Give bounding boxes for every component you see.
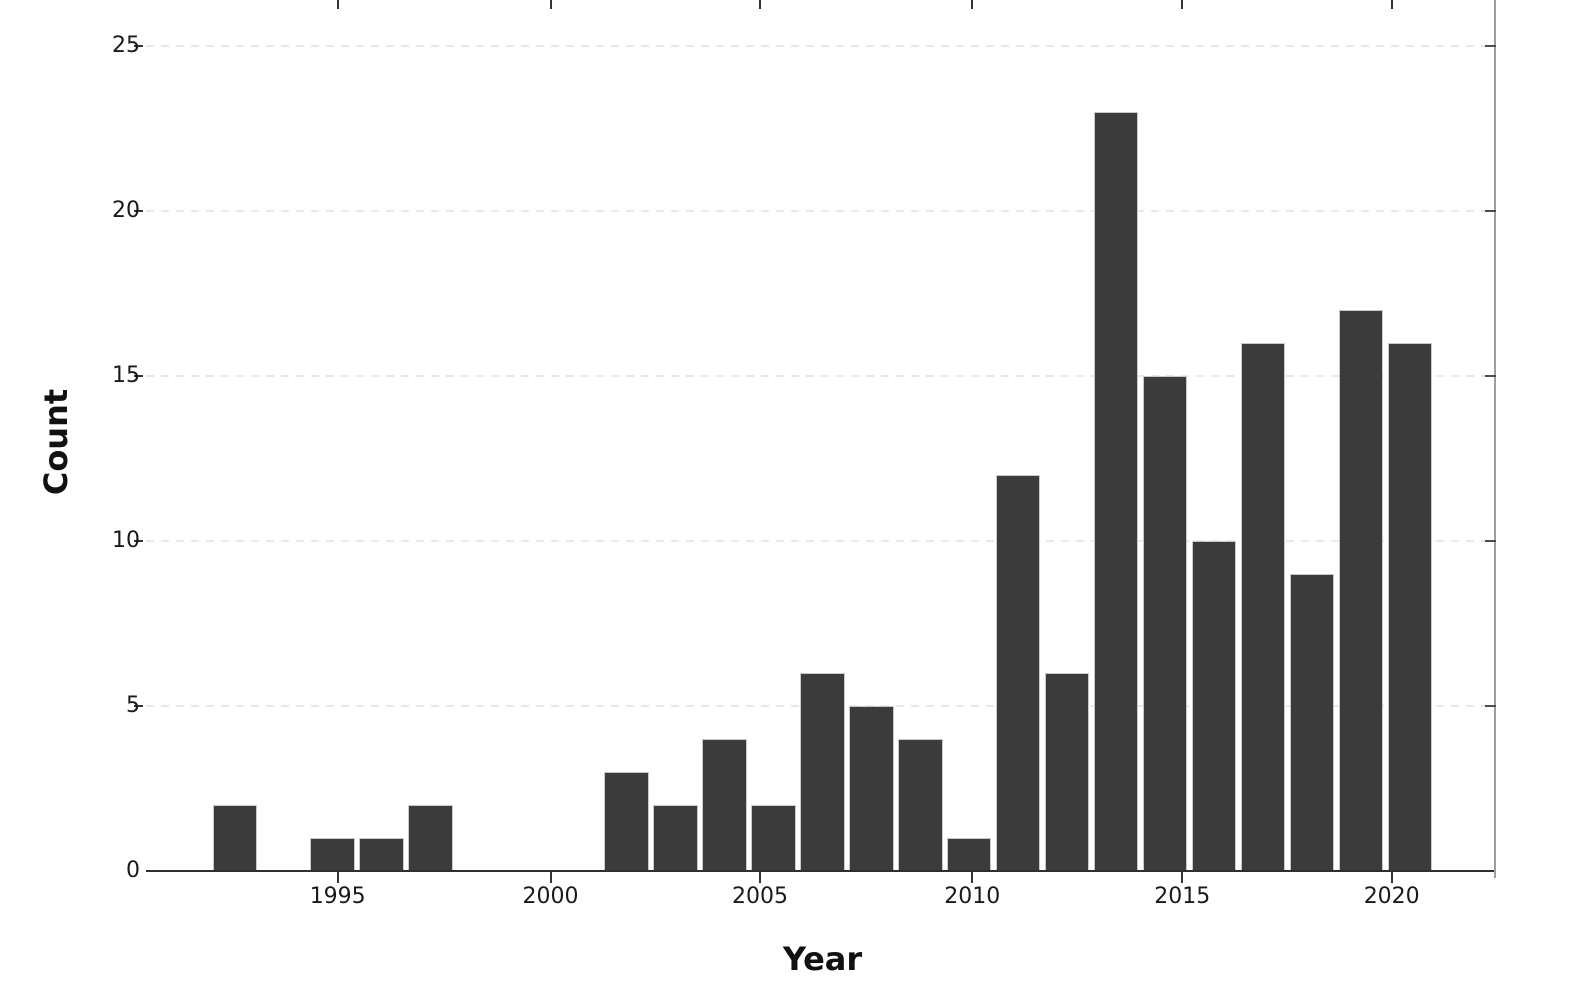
histogram-bar (1093, 112, 1139, 871)
y-gridline (146, 540, 1494, 542)
x-tick-top (336, 0, 339, 9)
y-tick-label: 0 (126, 858, 140, 883)
x-axis-line (146, 870, 1496, 872)
histogram-bar (653, 805, 698, 871)
histogram-bar (995, 475, 1041, 871)
histogram-bar (1387, 343, 1433, 871)
x-tick-label: 2000 (522, 884, 579, 909)
x-tick-label: 2015 (1154, 884, 1211, 909)
histogram-bar (408, 805, 453, 871)
x-tick-label: 1995 (309, 884, 366, 909)
histogram-bar (848, 706, 894, 871)
x-tick (971, 872, 974, 883)
histogram-bar (946, 838, 992, 871)
y-tick-label: 5 (126, 693, 140, 718)
histogram-bar (897, 739, 943, 871)
y-gridline (146, 210, 1494, 212)
y-tick (134, 705, 143, 707)
y-tick-label: 25 (112, 33, 140, 58)
y-tick-right (1484, 540, 1496, 542)
x-tick (759, 872, 761, 883)
x-tick-top (1390, 0, 1393, 9)
histogram-bar (800, 673, 845, 871)
y-tick-label: 20 (112, 198, 140, 223)
y-tick-right (1484, 705, 1496, 707)
y-gridline (146, 375, 1494, 377)
histogram-bar (702, 739, 747, 871)
x-tick-top (1181, 0, 1184, 9)
y-gridline (146, 45, 1494, 47)
histogram-bar (359, 838, 404, 871)
x-tick-top (759, 0, 761, 9)
x-tick (1181, 872, 1184, 883)
y-tick (134, 210, 143, 212)
y-tick-label: 10 (112, 528, 140, 553)
y-tick-right (1484, 210, 1496, 212)
histogram-bar (1289, 574, 1335, 871)
x-tick-top (549, 0, 552, 9)
right-spine (1493, 0, 1496, 878)
y-axis-title: Count (37, 388, 75, 496)
x-tick-label: 2010 (944, 884, 1001, 909)
y-tick (134, 375, 143, 377)
y-tick (134, 45, 143, 47)
histogram-bar (212, 805, 258, 871)
histogram-bar (604, 772, 649, 871)
x-tick (549, 872, 552, 883)
x-tick-top (971, 0, 974, 9)
histogram-bar (1044, 673, 1090, 871)
histogram-bar (310, 838, 355, 871)
x-tick-label: 2020 (1363, 884, 1420, 909)
histogram-bar (1142, 376, 1188, 871)
histogram-bar (1338, 310, 1384, 871)
x-tick (1390, 872, 1393, 883)
histogram-bar (751, 805, 796, 871)
y-tick-right (1484, 375, 1496, 377)
x-tick-label: 2005 (732, 884, 788, 909)
y-tick (134, 540, 143, 542)
y-tick-right (1484, 45, 1496, 47)
histogram-bar (1240, 343, 1286, 871)
x-tick (336, 872, 339, 883)
y-tick-label: 15 (112, 363, 140, 388)
x-axis-title: Year (782, 940, 863, 978)
histogram-bar (1191, 541, 1237, 871)
